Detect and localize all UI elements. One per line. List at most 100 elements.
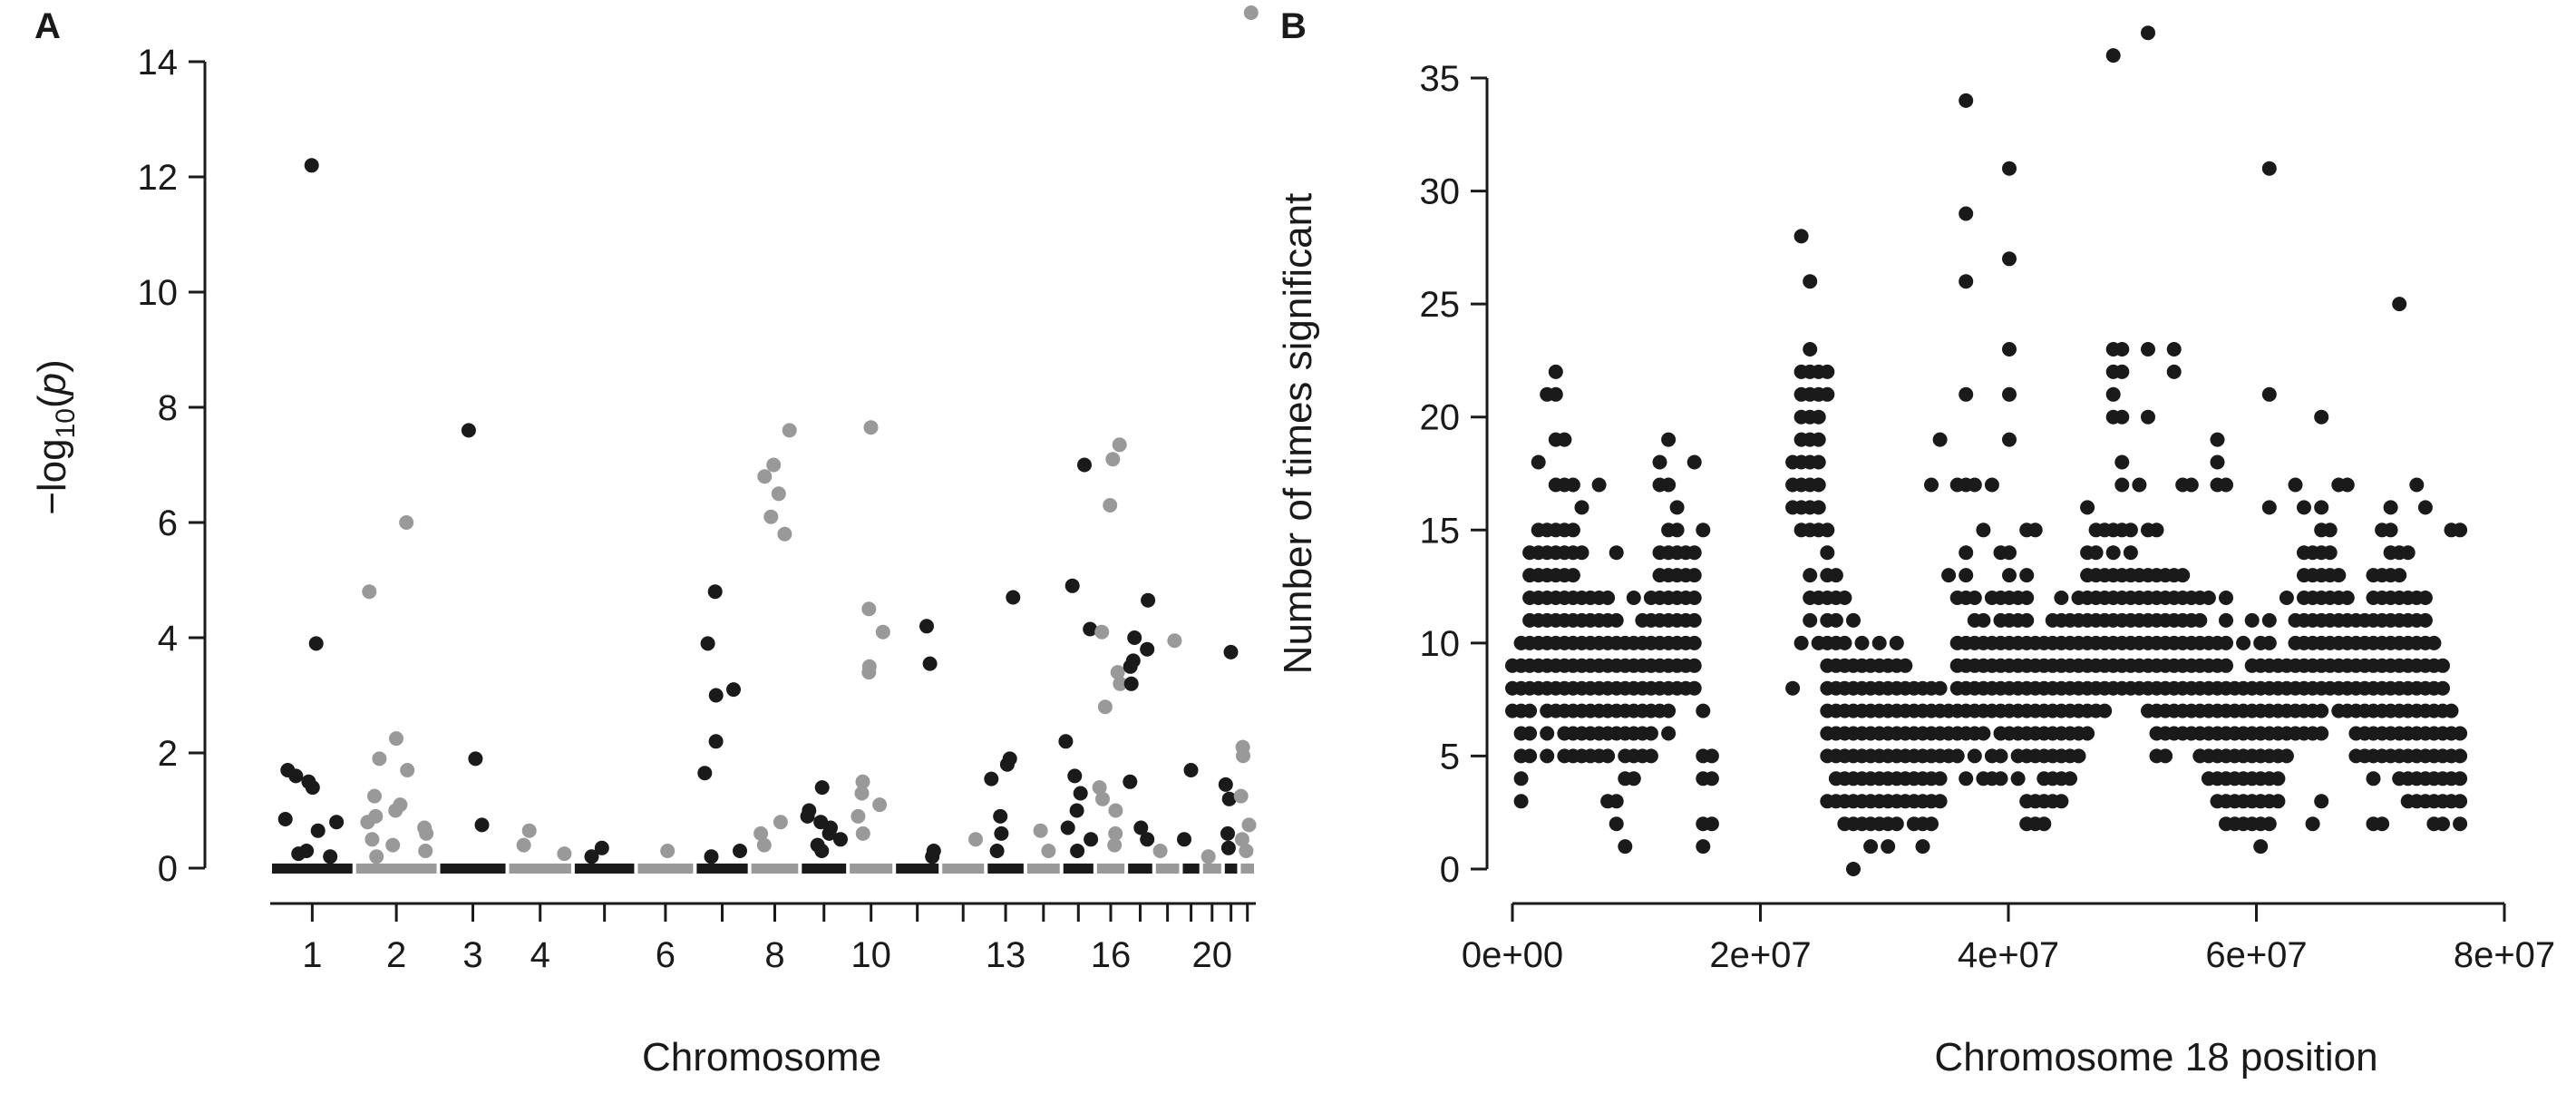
panel-a-point [291,846,306,862]
panel-a-chromosome-band [574,863,635,874]
panel-b-point [2019,612,2035,628]
panel-b-point [1565,477,1580,493]
panel-b-point [1820,545,1835,561]
panel-a-point [323,849,338,864]
panel-b-point [2426,635,2442,650]
panel-a-point [1220,825,1235,841]
panel-a-point [521,823,537,838]
panel-a-ytick-label: 2 [158,734,178,774]
ylabel-prefix: −log [30,438,74,514]
panel-a-ytick-label: 14 [138,43,179,83]
panel-b-points [1505,25,2468,876]
panel-a-point [1084,832,1099,847]
panel-b-point [1626,771,1641,786]
panel-b-point [2097,703,2113,718]
panel-b-point [2270,794,2286,809]
panel-a-chromosome-band [696,863,748,874]
panel-a-point [861,665,877,680]
panel-b-label: B [1280,6,1307,46]
panel-b-ytick-label: 10 [1420,624,1461,664]
panel-b: B Number of times significant Chromosome… [1276,6,2555,1079]
panel-a-point [833,832,848,847]
panel-a-chromosome-band [1224,863,1238,874]
panel-b-point [1828,568,1843,583]
panel-b-point [1967,591,1982,605]
panel-b-point [1924,816,1939,832]
panel-b-point [2123,523,2138,538]
panel-a-xlabel: Chromosome [642,1035,881,1079]
panel-a-point [1103,498,1118,513]
panel-b-point [2314,726,2329,741]
panel-b-point [1976,523,1991,538]
panel-b-point [1565,523,1580,538]
panel-a-xtick-label: 8 [764,935,784,975]
panel-b-point [1837,591,1852,605]
panel-a-point [1073,786,1088,801]
panel-b-point [2114,409,2130,425]
panel-a-point [372,751,387,767]
panel-b-point [2417,612,2433,628]
panel-a-point [1234,832,1249,847]
panel-a-chromosome-band [1182,863,1200,874]
panel-b-point [1993,748,2008,764]
panel-a-point [329,815,345,830]
panel-a-point [814,780,830,796]
panel-a-point [863,420,879,435]
panel-a-point [1123,774,1138,789]
panel-a-point [1243,5,1259,20]
panel-b-point [2141,342,2155,357]
panel-a-ytick-label: 8 [158,388,178,428]
panel-b-point [2036,816,2052,832]
panel-b-point [1828,612,1843,628]
panel-a-point [700,636,715,651]
panel-a-point [1183,763,1199,777]
panel-a-point [369,849,384,864]
panel-b-point [1811,477,1826,493]
panel-b-point [2027,523,2043,538]
panel-a-chromosome-band [1096,863,1125,874]
panel-a-point [1241,817,1257,833]
panel-b-point [1540,748,1555,764]
panel-b-point [1557,432,1572,447]
panel-a-point [1220,840,1236,855]
panel-b-axes: 0 5 10 15 20 25 30 35 0e+00 2e+07 4e+07 6e+07 8e+07 [1420,59,2556,975]
panel-b-point [2314,500,2329,515]
panel-a-point [708,688,724,703]
panel-b-point [1898,658,1913,673]
panel-a-point [516,837,531,853]
panel-b-point [1687,612,1702,628]
panel-a-point [389,731,403,747]
panel-a-point [708,734,724,749]
panel-a-point [365,832,380,847]
panel-b-point [2270,771,2286,786]
panel-a-point [782,423,797,438]
panel-b-point [2244,612,2260,628]
panel-a-point [1141,592,1156,608]
panel-b-point [1540,726,1555,741]
panel-b-point [1548,364,1563,379]
panel-b-point [1976,612,1991,628]
panel-a-point [388,803,403,818]
panel-b-point [1696,839,1711,855]
panel-a-point [1221,791,1237,806]
panel-a-point [1177,832,1191,847]
panel-b-point [2002,386,2017,402]
panel-b-point [1704,748,1719,764]
panel-a-point [919,619,934,634]
panel-b-point [2105,386,2121,402]
panel-a-point [855,825,870,841]
panel-a-point [922,656,938,671]
panel-b-point [1820,386,1835,402]
panel-a-point [584,849,599,864]
panel-a-point [925,849,940,864]
panel-a-point [1069,803,1084,818]
panel-b-point [1574,545,1589,561]
panel-b-point [1889,635,1904,650]
panel-b-point [1522,748,1538,764]
panel-b-point [2002,432,2017,447]
panel-a-ytick-label: 0 [158,849,178,889]
panel-b-point [1704,816,1719,832]
panel-a-point [1223,644,1239,659]
panel-b-point [1837,635,1852,650]
panel-b-ytick-label: 0 [1440,850,1460,890]
